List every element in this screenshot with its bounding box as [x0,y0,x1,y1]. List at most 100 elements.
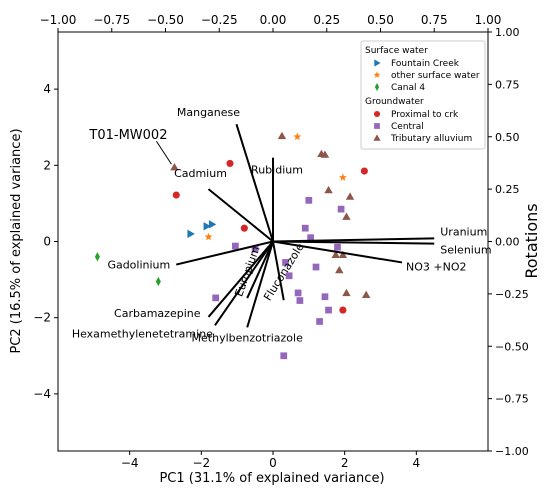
data-point [342,212,351,220]
top-tick-label: −1.00 [40,13,77,27]
loading-label: Manganese [177,106,240,119]
right-tick-label: −0.25 [495,288,529,301]
data-point [232,242,239,250]
data-point [94,252,100,262]
series-other-surface-water [204,132,347,241]
loading-label: Hexamethylenetetramine [72,327,213,340]
loading-vector [272,241,285,301]
loading-vector [207,188,274,243]
loading-label: Cadmium [174,167,227,180]
data-point [321,293,329,301]
legend-entry: other surface water [391,71,480,81]
loading-label: Selenium [440,244,491,257]
data-point [339,306,347,314]
data-point [316,318,323,325]
right-tick-label: −1.00 [495,445,529,458]
right-tick-label: 1.00 [495,26,520,39]
data-point [293,132,302,141]
data-point [342,288,351,297]
data-point [331,250,340,258]
y-axis-label: PC2 (16.5% of explained variance) [9,128,24,353]
data-point [361,290,371,298]
data-point [301,224,309,232]
y-tick-label: 0 [43,235,51,249]
data-point [307,234,314,242]
data-point [282,259,289,266]
legend-group-title: Surface water [365,46,428,56]
loading-vector [176,240,274,266]
top-tick-label: 0.00 [260,13,287,27]
loading-vector [246,241,274,328]
legend-entry: Central [391,122,424,132]
data-point [187,229,195,239]
loading-label: Gadolinium [107,259,170,272]
data-point [320,150,330,158]
top-tick-label: 0.75 [421,13,448,27]
loading-vector [272,240,403,264]
data-point [251,245,259,253]
legend-entry: Tributary alluvium [390,134,472,144]
data-point [285,272,293,280]
data-point [212,294,220,302]
data-point [338,250,348,258]
legend-entry: Proximal to crk [391,110,459,120]
data-point [294,289,302,297]
data-point [277,131,287,140]
series-tributary-alluvium [170,131,371,298]
annotation-label: T01-MW002 [88,128,167,143]
right-tick-label: 0.50 [495,131,520,144]
loading-label: Uranium [440,225,487,238]
x-tick-label: 2 [341,456,349,470]
legend-marker [373,71,381,78]
legend-marker [373,110,381,118]
data-point [334,243,341,251]
right-tick-label: −0.50 [495,340,529,353]
loading-vector [235,123,274,242]
data-point [204,232,213,241]
data-point [172,191,180,199]
data-point [360,167,368,175]
loading-label: NO3 +NO2 [406,260,466,273]
right-axis-label: Rotations [522,203,541,278]
right-tick-label: 0.00 [495,236,520,249]
y-tick-label: 2 [43,158,51,172]
x-tick-label: 0 [269,456,277,470]
loading-label: Methylbenzotriazole [192,331,304,344]
data-point [226,159,234,167]
data-point [325,306,332,314]
x-tick-label: −2 [192,456,210,470]
legend-entry: Canal 4 [391,83,425,93]
loading-vector [246,241,274,299]
top-tick-label: −0.75 [93,13,130,27]
data-point [240,224,248,232]
data-point [170,163,179,171]
loading-vector [272,240,435,245]
legend-group-title: Groundwater [365,97,424,107]
y-tick-label: −4 [33,387,51,401]
data-point [305,197,313,204]
right-tick-label: −0.75 [495,393,529,406]
x-tick-label: 4 [413,456,421,470]
plot-area: Manganese Rubidium Cadmium Uranium Selenium N… [72,106,492,360]
data-point [335,265,344,274]
x-tick-label: −4 [121,456,139,470]
data-point [280,352,288,360]
data-point [312,263,320,271]
top-tick-label: −0.25 [201,13,238,27]
loading-label: Carbamazepine [114,307,201,320]
y-tick-label: −2 [33,311,51,325]
right-tick-label: 0.25 [495,183,520,196]
series-central [212,197,345,360]
data-point [208,220,217,229]
loading-vector [214,240,274,326]
legend: Surface water Fountain Creek other surface… [360,40,486,150]
axes: −4 −2 0 2 4 −4 −2 0 2 4 −1.00 −0.75 −0.50 −0.25 0.00 0.… [33,13,528,470]
series-canal-4 [94,252,161,287]
right-tick-label: 0.75 [495,78,520,91]
data-point [296,297,304,304]
y-tick-label: 4 [43,82,51,96]
top-tick-label: 0.50 [367,13,394,27]
legend-marker [373,134,381,141]
loading-label: Rubidium [251,164,303,177]
